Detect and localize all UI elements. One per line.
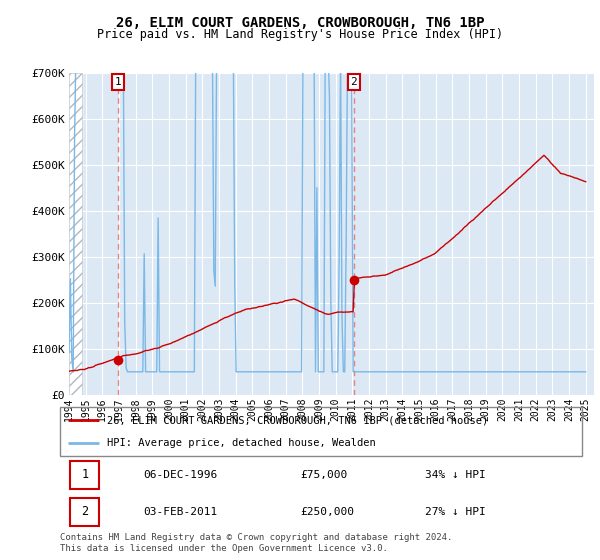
Text: 2: 2 <box>81 505 88 518</box>
Text: 2: 2 <box>350 77 357 87</box>
Bar <box>69 73 82 395</box>
Text: £250,000: £250,000 <box>300 507 354 517</box>
Bar <box>69 73 82 395</box>
Text: Contains HM Land Registry data © Crown copyright and database right 2024.
This d: Contains HM Land Registry data © Crown c… <box>60 533 452 553</box>
Text: 26, ELIM COURT GARDENS, CROWBOROUGH, TN6 1BP (detached house): 26, ELIM COURT GARDENS, CROWBOROUGH, TN6… <box>107 416 488 426</box>
Text: 34% ↓ HPI: 34% ↓ HPI <box>425 470 486 479</box>
Text: £75,000: £75,000 <box>300 470 347 479</box>
Text: 26, ELIM COURT GARDENS, CROWBOROUGH, TN6 1BP: 26, ELIM COURT GARDENS, CROWBOROUGH, TN6… <box>116 16 484 30</box>
Text: 27% ↓ HPI: 27% ↓ HPI <box>425 507 486 517</box>
Text: 06-DEC-1996: 06-DEC-1996 <box>143 470 218 479</box>
Text: 1: 1 <box>114 77 121 87</box>
FancyBboxPatch shape <box>70 460 99 488</box>
Text: HPI: Average price, detached house, Wealden: HPI: Average price, detached house, Weal… <box>107 438 376 448</box>
Text: 1: 1 <box>81 468 88 481</box>
Text: 03-FEB-2011: 03-FEB-2011 <box>143 507 218 517</box>
Text: Price paid vs. HM Land Registry's House Price Index (HPI): Price paid vs. HM Land Registry's House … <box>97 28 503 41</box>
FancyBboxPatch shape <box>70 498 99 526</box>
